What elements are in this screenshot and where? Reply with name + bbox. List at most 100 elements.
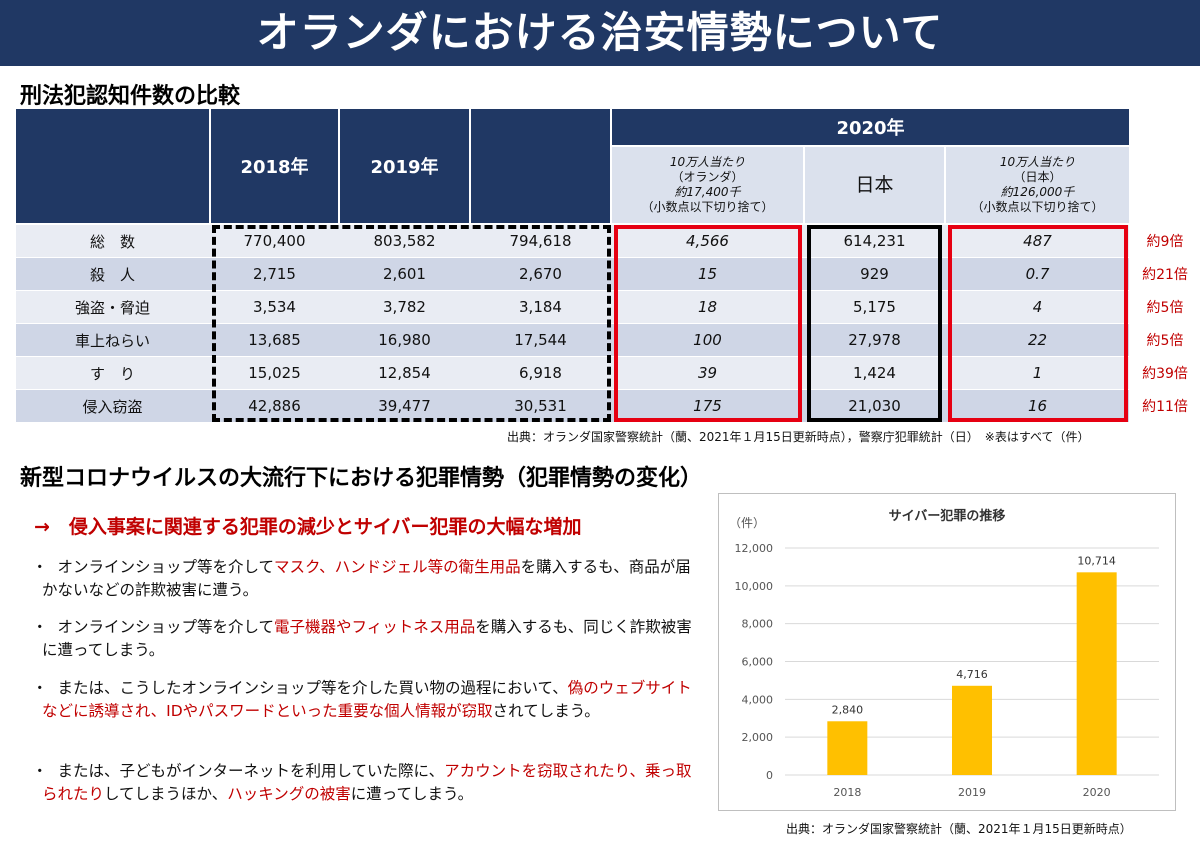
bullet-segment: または、子どもがインターネットを利用していた際に、 xyxy=(42,762,445,780)
bullet-text: オンラインショップ等を介してマスク、ハンドジェル等の衛生用品を購入するも、商品が… xyxy=(32,556,697,602)
cell-y2019: 3,782 xyxy=(383,298,426,316)
bullet-highlight: アカウントを窃取されたり、乗っ取られたり xyxy=(42,762,692,803)
header-2018: 2018年 xyxy=(211,109,338,223)
table-row xyxy=(16,390,1129,422)
header-jp-line4: （小数点以下切り捨て） xyxy=(971,200,1104,214)
cell-japan: 21,030 xyxy=(848,397,901,415)
y-tick-label: 0 xyxy=(766,769,773,782)
cell-jp_per: 22 xyxy=(1027,331,1048,349)
cell-nl_per: 39 xyxy=(697,364,718,382)
cell-label: 殺 人 xyxy=(89,265,135,284)
data-label: 4,716 xyxy=(956,668,988,681)
cell-y2018: 13,685 xyxy=(248,331,301,349)
table-source: 出典：オランダ国家警察統計（蘭、2021年１月15日更新時点），警察庁犯罪統計（… xyxy=(507,430,1090,444)
cell-jp_per: 0.7 xyxy=(1025,265,1050,283)
cell-jp_per: 1 xyxy=(1032,364,1043,382)
cell-y2018: 2,715 xyxy=(253,265,296,283)
header-jp-line3: 約126,000千 xyxy=(1000,185,1075,199)
x-tick-label: 2018 xyxy=(833,786,861,799)
cell-nl_per: 100 xyxy=(693,331,722,349)
bullet-item: ・ オンラインショップ等を介してマスク、ハンドジェル等の衛生用品を購入するも、商… xyxy=(32,556,697,602)
cell-nl_per: 15 xyxy=(697,265,718,283)
cell-jp_per: 487 xyxy=(1023,232,1052,250)
bullet-segment: に遭ってしまう。 xyxy=(350,785,474,803)
cell-y2020: 6,918 xyxy=(519,364,562,382)
cell-y2018: 770,400 xyxy=(243,232,306,250)
table-row xyxy=(16,357,1129,389)
table-row xyxy=(16,225,1129,257)
cell-y2020: 17,544 xyxy=(514,331,567,349)
bullet-dot: ・ xyxy=(32,762,48,780)
ratio-label: 約39倍 xyxy=(1142,366,1188,382)
bullet-segment: されてしまう。 xyxy=(492,702,600,720)
cell-jp_per: 16 xyxy=(1027,397,1048,415)
cell-label: 侵入窃盗 xyxy=(82,397,143,416)
y-tick-label: 4,000 xyxy=(742,693,774,706)
cell-japan: 614,231 xyxy=(843,232,906,250)
ratio-label: 約9倍 xyxy=(1146,234,1184,250)
ratio-label: 約5倍 xyxy=(1146,300,1184,316)
y-tick-label: 10,000 xyxy=(735,580,774,593)
header-nl-per-100k: 10万人当たり （オランダ） 約17,400千 （小数点以下切り捨て） xyxy=(612,147,803,223)
table-row xyxy=(16,291,1129,323)
cell-y2018: 3,534 xyxy=(253,298,296,316)
chart-title: サイバー犯罪の推移 xyxy=(889,508,1006,524)
bullet-segment: してしまうほか、 xyxy=(104,785,228,803)
cell-nl_per: 175 xyxy=(693,397,722,415)
cell-y2018: 42,886 xyxy=(248,397,301,415)
y-tick-label: 8,000 xyxy=(742,618,774,631)
chart-source: 出典：オランダ国家警察統計（蘭、2021年１月15日更新時点） xyxy=(786,822,1132,836)
bullet-dot: ・ xyxy=(32,618,48,636)
cell-japan: 27,978 xyxy=(848,331,901,349)
cell-y2020: 3,184 xyxy=(519,298,562,316)
chart-unit-label: （件） xyxy=(729,516,765,530)
bullet-text: または、こうしたオンラインショップ等を介した買い物の過程において、偽のウェブサイ… xyxy=(32,677,697,723)
data-label: 2,840 xyxy=(832,703,864,716)
header-2019: 2019年 xyxy=(340,109,469,223)
header-nl-line3: 約17,400千 xyxy=(674,185,741,199)
header-japan: 日本 xyxy=(805,147,944,223)
table-row xyxy=(16,324,1129,356)
section-title-comparison: 刑法犯認知件数の比較 xyxy=(20,84,241,109)
bullet-highlight: 偽のウェブサイトなどに誘導され、IDやパスワードといった重要な個人情報が窃取 xyxy=(42,679,692,720)
bar-2020 xyxy=(1076,572,1117,775)
x-tick-label: 2019 xyxy=(958,786,986,799)
header-jp-per-100k: 10万人当たり （日本） 約126,000千 （小数点以下切り捨て） xyxy=(946,147,1129,223)
cell-label: 総 数 xyxy=(89,232,135,251)
header-2020-total xyxy=(471,109,610,223)
bullet-item: ・ または、子どもがインターネットを利用していた際に、アカウントを窃取されたり、… xyxy=(32,760,697,806)
cell-label: 車上ねらい xyxy=(74,331,150,350)
table-row xyxy=(16,258,1129,290)
cyber-crime-chart: サイバー犯罪の推移 （件） 0 2,000 4,000 6,000 8,000 10,000 1… xyxy=(729,508,1159,799)
ratio-label: 約21倍 xyxy=(1142,267,1188,283)
bullet-segment: を購入するも、商品が届かないなどの詐欺被害に遭う。 xyxy=(42,558,691,599)
cell-y2018: 15,025 xyxy=(248,364,301,382)
bullet-highlight: ハッキングの被害 xyxy=(227,785,351,803)
red-highlight-box-nl xyxy=(614,225,802,422)
bar-2019 xyxy=(952,685,992,775)
data-label: 10,714 xyxy=(1077,554,1116,567)
bullet-dot: ・ xyxy=(32,679,48,697)
header-jp-line1: 10万人当たり xyxy=(999,155,1076,169)
headline-arrow: → 侵入事案に関連する犯罪の減少とサイバー犯罪の大幅な増加 xyxy=(34,516,582,538)
cell-y2019: 12,854 xyxy=(378,364,431,382)
red-highlight-box-jp xyxy=(948,225,1128,422)
cell-y2019: 16,980 xyxy=(378,331,431,349)
y-tick-label: 6,000 xyxy=(742,656,774,669)
dashed-highlight-box xyxy=(212,225,611,422)
y-tick-label: 2,000 xyxy=(742,731,774,744)
header-nl-line1: 10万人当たり xyxy=(669,155,746,169)
bullet-dot: ・ xyxy=(32,558,48,576)
cell-y2020: 794,618 xyxy=(509,232,572,250)
bullet-text: または、子どもがインターネットを利用していた際に、アカウントを窃取されたり、乗っ… xyxy=(32,760,697,806)
bullet-segment: オンラインショップ等を介して xyxy=(42,558,275,576)
cell-japan: 1,424 xyxy=(853,364,896,382)
page-title: オランダにおける治安情勢について xyxy=(0,0,1200,66)
header-nl-line4: （小数点以下切り捨て） xyxy=(641,200,774,214)
y-tick-label: 12,000 xyxy=(735,542,774,555)
bullet-highlight: マスク、ハンドジェル等の衛生用品 xyxy=(274,558,521,576)
section-title-covid: 新型コロナウイルスの大流行下における犯罪情勢（犯罪情勢の変化） xyxy=(20,466,703,491)
cell-y2019: 2,601 xyxy=(383,265,426,283)
chart-container: サイバー犯罪の推移 （件） 0 2,000 4,000 6,000 8,000 10,000 1… xyxy=(718,493,1176,811)
cell-japan: 5,175 xyxy=(853,298,896,316)
